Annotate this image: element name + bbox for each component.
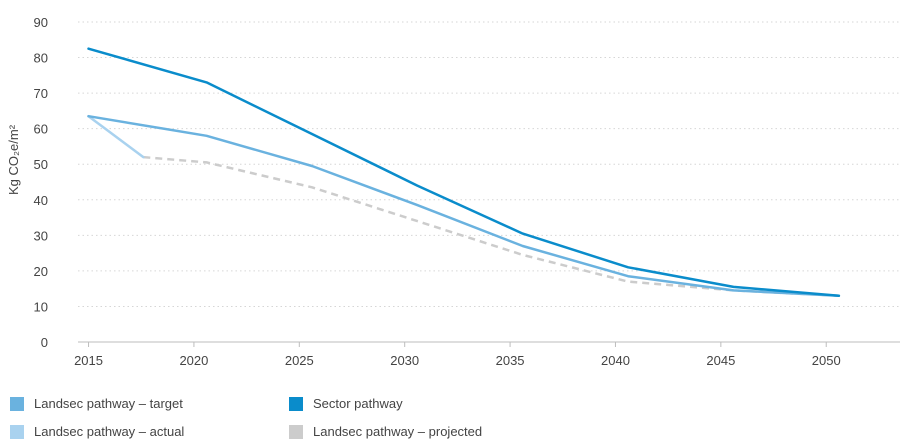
series-line-1 bbox=[87, 114, 145, 159]
gridlines bbox=[78, 21, 900, 307]
legend-swatch bbox=[289, 424, 303, 439]
legend-label: Landsec pathway – projected bbox=[313, 424, 483, 439]
x-tick-label: 2025 bbox=[285, 353, 314, 368]
y-tick-label: 40 bbox=[34, 193, 48, 208]
series-line-2 bbox=[87, 47, 841, 298]
legend-swatch bbox=[289, 396, 303, 411]
y-tick-label: 50 bbox=[34, 157, 48, 172]
legend-item-projected: Landsec pathway – projected bbox=[289, 424, 482, 439]
x-tick-label: 2015 bbox=[74, 353, 103, 368]
series-lines bbox=[87, 47, 841, 298]
y-axis-label: Kg CO₂e/m² bbox=[6, 124, 21, 195]
legend-item-sector: Sector pathway bbox=[289, 396, 403, 411]
x-tick-label: 2040 bbox=[601, 353, 630, 368]
legend-item-target: Landsec pathway – target bbox=[10, 396, 183, 411]
x-tick-label: 2020 bbox=[179, 353, 208, 368]
x-axis-ticks: 2015 2020 2025 2030 2035 2040 2045 2050 bbox=[74, 342, 841, 368]
y-tick-label: 20 bbox=[34, 264, 48, 279]
x-tick-label: 2030 bbox=[390, 353, 419, 368]
y-tick-label: 10 bbox=[34, 299, 48, 314]
y-tick-label: 70 bbox=[34, 86, 48, 101]
y-tick-label: 0 bbox=[41, 335, 48, 350]
legend-label: Landsec pathway – actual bbox=[34, 424, 185, 439]
legend-swatch bbox=[10, 396, 24, 411]
y-axis-ticks: 0 10 20 30 40 50 60 70 80 90 bbox=[34, 15, 48, 350]
y-tick-label: 30 bbox=[34, 228, 48, 243]
y-tick-label: 60 bbox=[34, 122, 48, 137]
legend-item-actual: Landsec pathway – actual bbox=[10, 424, 184, 439]
x-tick-label: 2050 bbox=[812, 353, 841, 368]
legend-swatch bbox=[10, 424, 24, 439]
y-tick-label: 90 bbox=[34, 15, 48, 30]
x-tick-label: 2035 bbox=[496, 353, 525, 368]
legend-label: Sector pathway bbox=[313, 396, 403, 411]
y-tick-label: 80 bbox=[34, 51, 48, 66]
series-line-3 bbox=[143, 155, 839, 298]
series-line-0 bbox=[87, 114, 841, 298]
legend-label: Landsec pathway – target bbox=[34, 396, 183, 411]
x-tick-label: 2045 bbox=[706, 353, 735, 368]
